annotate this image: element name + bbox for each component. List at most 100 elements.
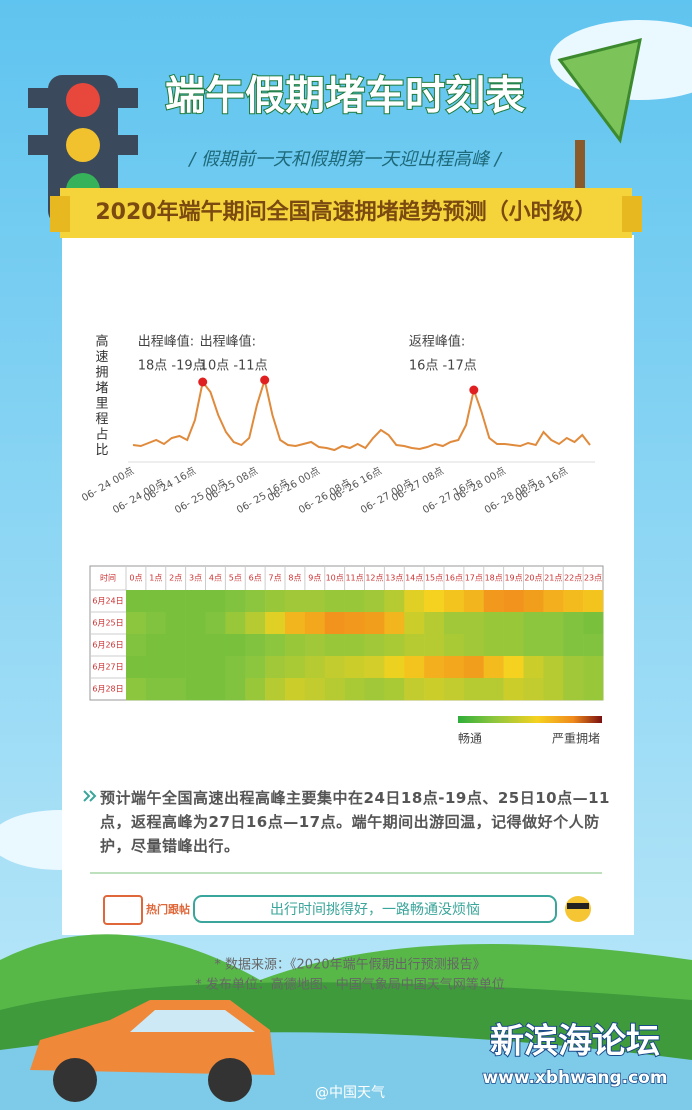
heat-cell <box>225 634 246 657</box>
banner-fold <box>622 196 642 232</box>
color-legend <box>458 716 602 723</box>
heat-cell <box>205 634 226 657</box>
heat-cell <box>364 590 385 613</box>
banner-text: 2020年端午期间全国高速拥堵趋势预测（小时级） <box>95 199 596 225</box>
heat-cell <box>364 656 385 679</box>
heat-cell <box>225 590 246 613</box>
heat-cell <box>583 590 604 613</box>
y-axis-label-char: 比 <box>95 443 108 458</box>
heat-cell <box>205 656 226 679</box>
heat-cell <box>265 678 286 701</box>
heat-cell <box>205 678 226 701</box>
col-label: 18点 <box>485 574 503 583</box>
heat-cell <box>165 634 186 657</box>
comment-tag: 热门跟帖 <box>146 902 190 916</box>
heat-cell <box>404 656 425 679</box>
heat-cell <box>145 634 167 657</box>
heat-cell <box>304 634 326 657</box>
heat-cell <box>185 590 206 613</box>
col-label: 17点 <box>465 574 483 583</box>
heat-cell <box>324 590 345 613</box>
heat-cell <box>543 590 564 613</box>
comment-icon <box>103 895 143 925</box>
heat-cell <box>364 634 385 657</box>
annotation-label: 出程峰值: <box>200 334 256 350</box>
annotation-text: 10点 -11点 <box>200 359 268 374</box>
col-label: 14点 <box>405 574 423 583</box>
heat-cell <box>304 678 326 701</box>
traffic-light <box>116 88 138 108</box>
heat-cell <box>364 612 385 635</box>
y-axis-label-char: 堵 <box>95 381 108 396</box>
heat-cell <box>225 678 246 701</box>
heat-cell <box>185 612 206 635</box>
row-label: 6月27日 <box>92 663 123 672</box>
heat-cell <box>463 678 485 701</box>
heat-cell <box>126 656 147 679</box>
y-axis-label: 高 <box>95 334 108 350</box>
heat-cell <box>285 656 306 679</box>
heat-cell <box>205 612 226 635</box>
heat-cell <box>543 612 564 635</box>
heat-cell <box>483 590 504 613</box>
heat-cell <box>185 678 206 701</box>
banner <box>60 188 632 238</box>
heat-cell <box>384 678 405 701</box>
row-label: 6月24日 <box>92 597 123 606</box>
heat-cell <box>424 590 445 613</box>
heat-cell <box>126 634 147 657</box>
col-label: 2点 <box>169 574 182 583</box>
col-label: 1点 <box>149 574 162 583</box>
heat-cell <box>523 656 544 679</box>
title: 端午假期堵车时刻表 <box>165 73 525 119</box>
subtitle: / 假期前一天和假期第一天迎出程高峰 / <box>187 149 503 170</box>
heat-cell <box>126 612 147 635</box>
heat-cell <box>523 634 544 657</box>
heat-cell <box>483 634 504 657</box>
heat-cell <box>503 634 524 657</box>
y-axis-label-char: 速 <box>95 350 108 365</box>
heat-cell <box>444 634 465 657</box>
heat-cell <box>444 656 465 679</box>
heat-cell <box>563 656 584 679</box>
heat-cell <box>404 590 425 613</box>
legend-low: 畅通 <box>458 732 482 746</box>
heat-cell <box>344 678 365 701</box>
heat-cell <box>304 590 326 613</box>
col-label: 20点 <box>524 574 542 583</box>
traffic-light <box>116 135 138 155</box>
col-label: 6点 <box>249 574 262 583</box>
col-label: 10点 <box>326 574 344 583</box>
traffic-light <box>28 88 50 108</box>
col-label: 23点 <box>584 574 602 583</box>
heat-cell <box>344 612 365 635</box>
heat-cell <box>165 612 186 635</box>
comment-text: 出行时间挑得好，一路畅通没烦恼 <box>270 901 480 918</box>
y-axis-label-char: 程 <box>95 412 108 427</box>
heat-cell <box>265 590 286 613</box>
heat-cell <box>324 656 345 679</box>
heat-cell <box>583 656 604 679</box>
col-label: 3点 <box>189 574 202 583</box>
heat-cell <box>543 678 564 701</box>
corner-label: 时间 <box>100 573 116 583</box>
heat-cell <box>245 612 266 635</box>
watermark-account: @中国天气 <box>315 1085 385 1101</box>
heat-cell <box>185 656 206 679</box>
heat-cell <box>225 656 246 679</box>
tree-trunk <box>575 140 585 200</box>
watermark-site: 新滨海论坛 <box>490 1022 660 1062</box>
heat-cell <box>245 634 266 657</box>
col-label: 9点 <box>308 574 321 583</box>
emoji-glasses <box>567 903 589 909</box>
watermark-url: www.xbhwang.com <box>482 1068 667 1088</box>
annotation-label: 出程峰值: <box>138 334 194 350</box>
heat-cell <box>344 590 365 613</box>
heat-cell <box>543 656 564 679</box>
heat-cell <box>145 590 167 613</box>
heat-cell <box>404 612 425 635</box>
heat-cell <box>424 612 445 635</box>
heat-cell <box>503 612 524 635</box>
banner-fold <box>50 196 70 232</box>
